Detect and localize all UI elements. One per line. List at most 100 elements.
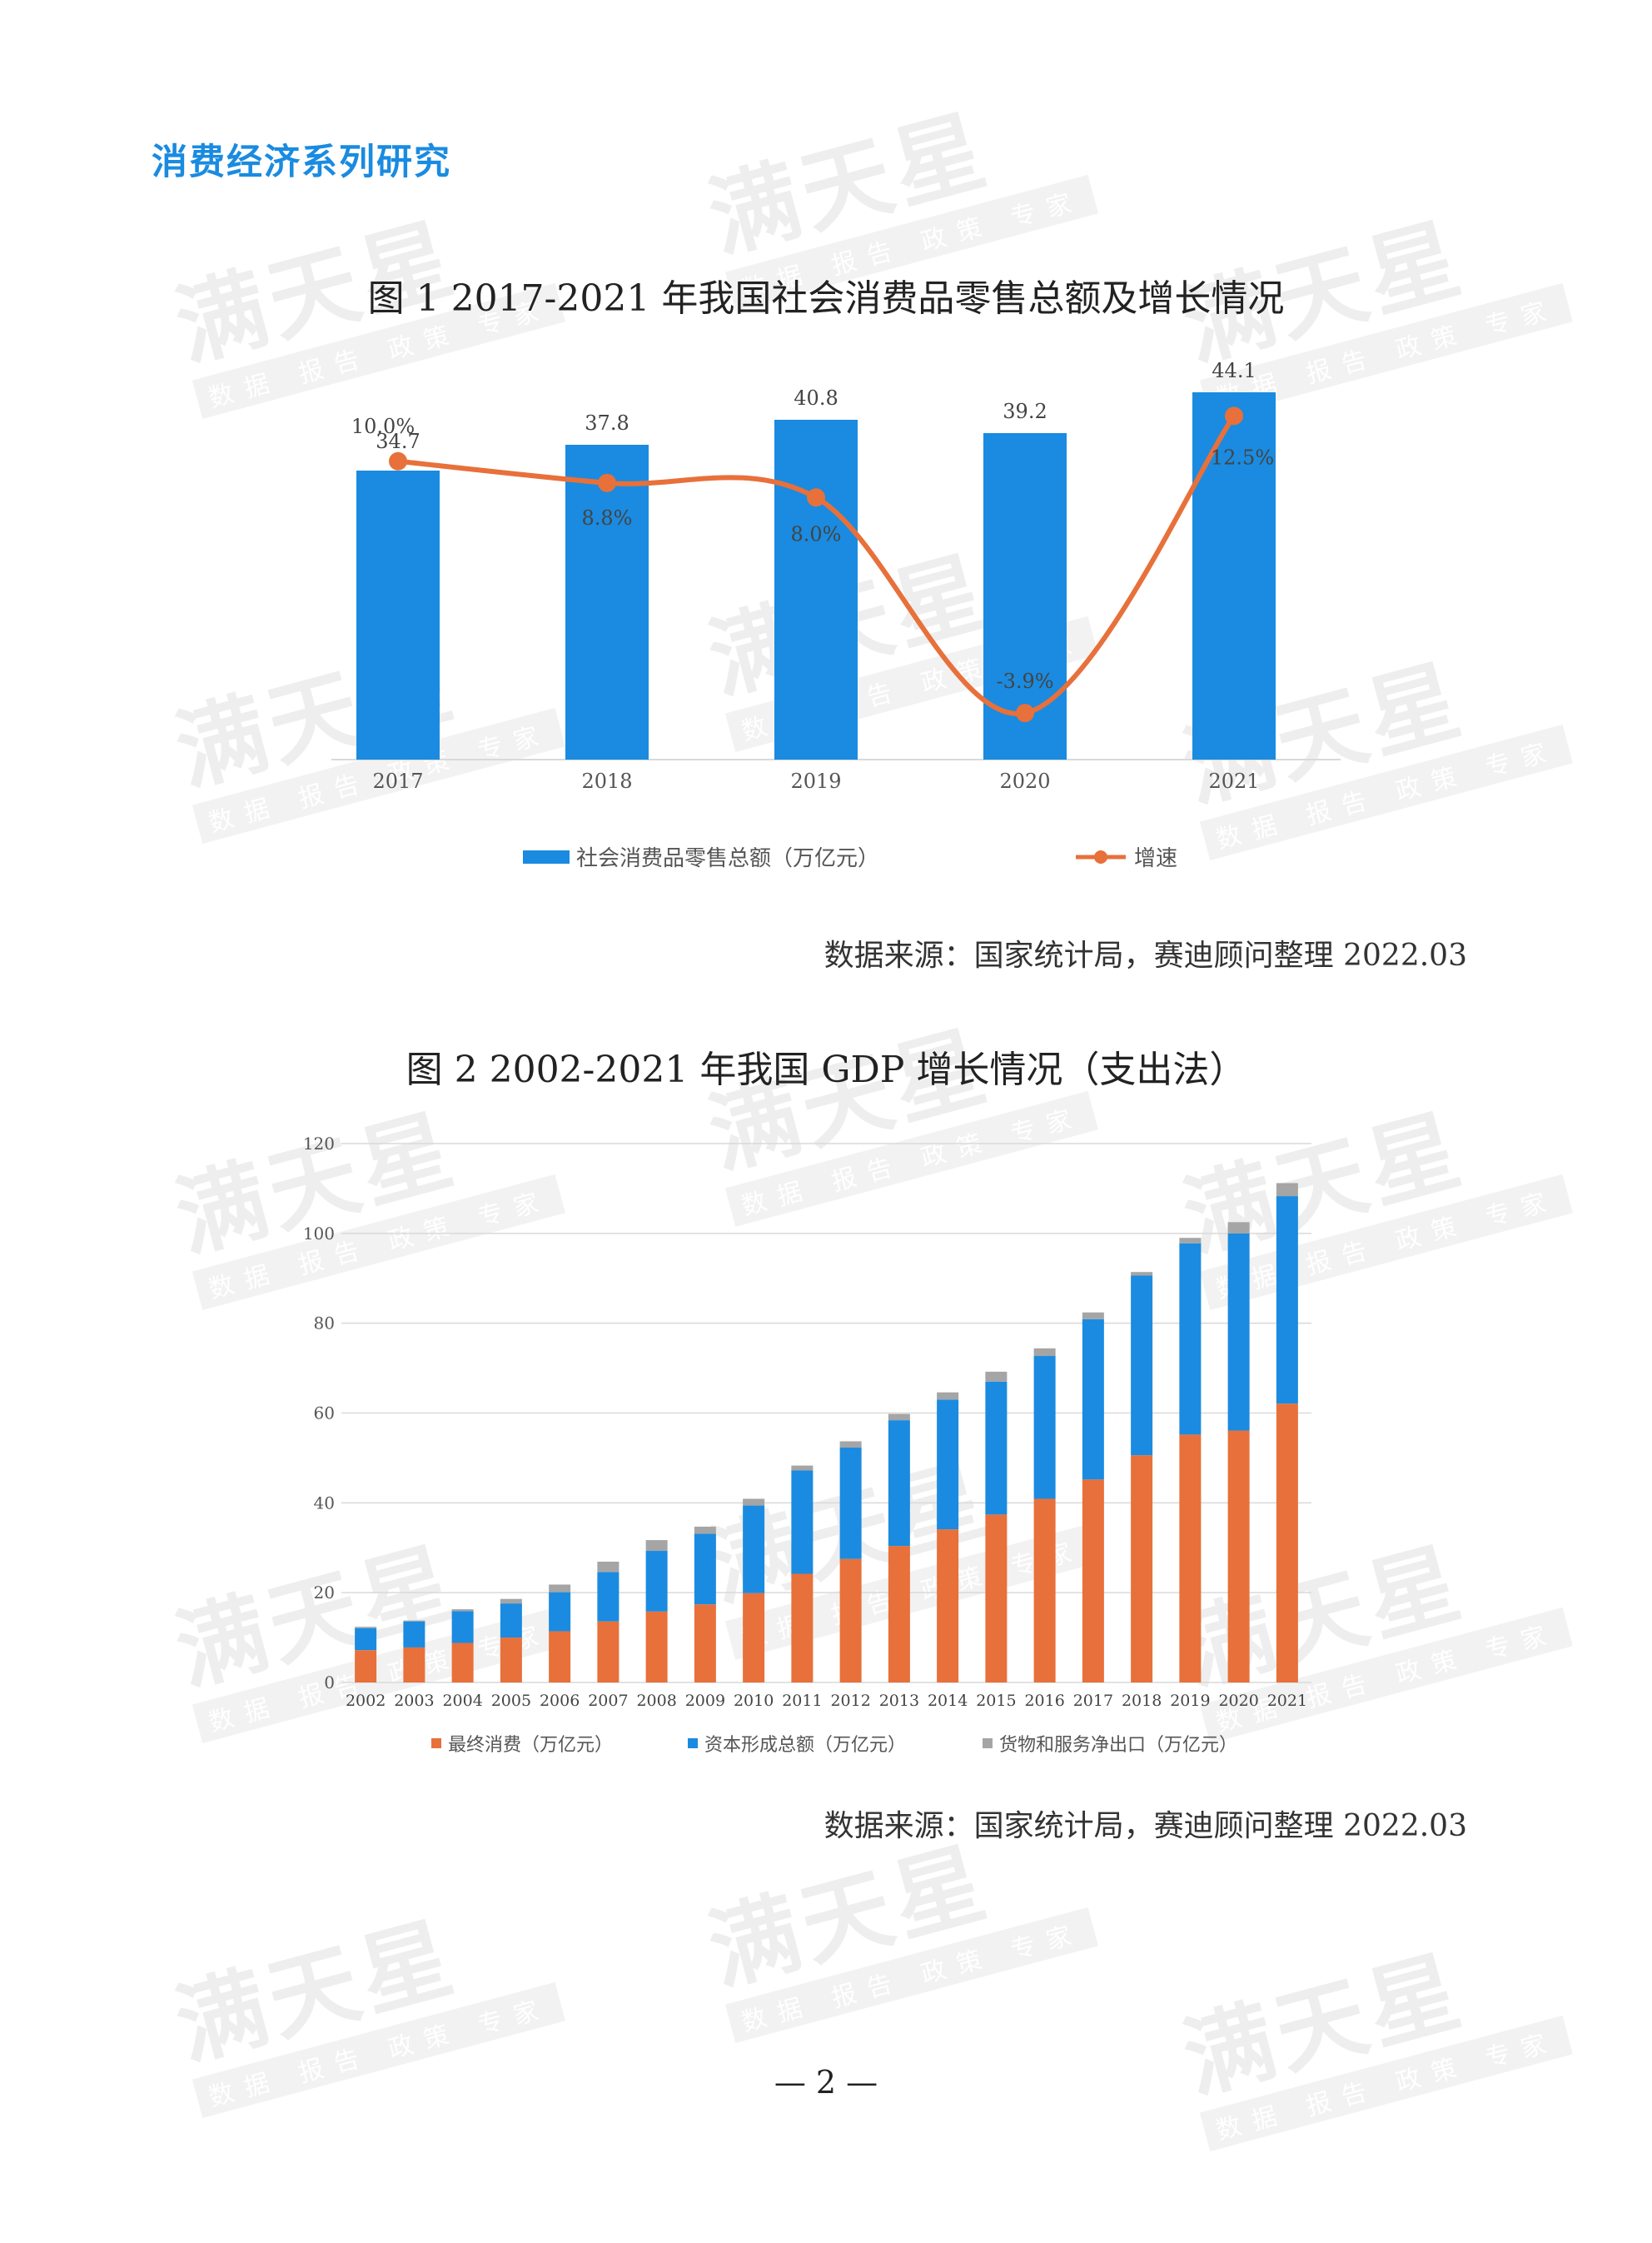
stacked-bar-segment — [1179, 1243, 1202, 1435]
stacked-bar-segment — [1082, 1479, 1104, 1682]
stacked-bar-segment — [888, 1546, 910, 1682]
legend-bar-label: 社会消费品零售总额（万亿元） — [576, 846, 880, 871]
stacked-bar-segment — [791, 1470, 814, 1574]
growth-point — [807, 488, 825, 507]
stacked-bar-segment — [1179, 1238, 1202, 1244]
x-tick-label: 2021 — [1267, 1692, 1307, 1710]
stacked-bar-segment — [403, 1621, 425, 1647]
page-number: — 2 — — [774, 2064, 878, 2101]
stacked-bar-segment — [985, 1371, 1008, 1382]
stacked-bar-segment — [937, 1399, 959, 1530]
x-tick-label: 2019 — [790, 770, 841, 793]
watermark: 满天星数据 报告 政策 专家 — [1167, 1895, 1573, 2151]
x-tick-label: 2006 — [540, 1692, 580, 1710]
stacked-bar-segment — [888, 1413, 910, 1421]
growth-point — [1016, 704, 1034, 723]
stacked-bar-segment — [549, 1631, 571, 1682]
stacked-bar-segment — [403, 1647, 425, 1682]
x-tick-label: 2017 — [1073, 1692, 1113, 1710]
stacked-bar-segment — [1179, 1434, 1202, 1682]
figure2-legend-s2: 资本形成总额（万亿元） — [688, 1730, 906, 1757]
stacked-bar-segment — [403, 1620, 425, 1622]
growth-point — [1225, 406, 1243, 426]
legend-s1-label: 最终消费（万亿元） — [448, 1735, 614, 1756]
x-tick-label: 2004 — [442, 1692, 482, 1710]
stacked-bar-segment — [1276, 1196, 1298, 1404]
bar — [774, 420, 858, 760]
stacked-bar-segment — [645, 1540, 668, 1552]
stacked-bar-segment — [1276, 1183, 1298, 1197]
x-tick-label: 2007 — [588, 1692, 628, 1710]
y-tick-label: 80 — [314, 1313, 335, 1333]
x-tick-label: 2012 — [830, 1692, 870, 1710]
stacked-bar-segment — [985, 1381, 1008, 1515]
y-tick-label: 60 — [314, 1403, 335, 1423]
stacked-bar-segment — [355, 1650, 377, 1682]
x-tick-label: 2002 — [346, 1692, 386, 1710]
stacked-bar-segment — [694, 1526, 716, 1534]
x-tick-label: 2020 — [1218, 1692, 1258, 1710]
growth-point — [389, 451, 407, 471]
legend-s3-swatch — [983, 1738, 993, 1748]
legend-s2-label: 资本形成总额（万亿元） — [704, 1735, 907, 1756]
legend-s2-swatch — [688, 1738, 698, 1748]
stacked-bar-segment — [597, 1572, 620, 1622]
stacked-bar-segment — [888, 1420, 910, 1547]
stacked-bar-segment — [839, 1448, 862, 1559]
stacked-bar-segment — [1276, 1403, 1298, 1682]
stacked-bar-segment — [985, 1514, 1008, 1682]
stacked-bar-segment — [1033, 1348, 1056, 1357]
growth-line — [397, 414, 1237, 716]
bar-value-label: 39.2 — [1003, 400, 1047, 423]
x-tick-label: 2019 — [1170, 1692, 1210, 1710]
x-tick-label: 2016 — [1024, 1692, 1064, 1710]
stacked-bar-segment — [451, 1611, 474, 1643]
stacked-bar-segment — [1131, 1272, 1153, 1276]
figure1-legend-line: 增速 — [1074, 841, 1177, 872]
bar — [1192, 392, 1276, 760]
stacked-bar-segment — [839, 1441, 862, 1448]
x-tick-label: 2018 — [581, 770, 632, 793]
stacked-bar-segment — [549, 1584, 571, 1593]
stacked-bar-segment — [597, 1621, 620, 1682]
stacked-bar-segment — [937, 1529, 959, 1682]
x-tick-label: 2021 — [1208, 770, 1259, 793]
stacked-bar-segment — [451, 1642, 474, 1682]
stacked-bar-segment — [1131, 1455, 1153, 1682]
y-tick-label: 0 — [324, 1672, 335, 1692]
stacked-bar-segment — [694, 1533, 716, 1605]
stacked-bar-segment — [1082, 1318, 1104, 1480]
stacked-bar-segment — [1227, 1222, 1250, 1234]
growth-value-label: 8.8% — [582, 506, 633, 530]
x-tick-label: 2005 — [491, 1692, 531, 1710]
stacked-bar-segment — [1033, 1498, 1056, 1682]
stacked-bar-segment — [743, 1593, 765, 1682]
x-tick-label: 2018 — [1122, 1692, 1162, 1710]
series-title: 消费经济系列研究 — [152, 142, 451, 183]
legend-s3-label: 货物和服务净出口（万亿元） — [999, 1735, 1238, 1756]
stacked-bar-segment — [791, 1573, 814, 1682]
stacked-bar-segment — [743, 1505, 765, 1593]
figure1-legend: 社会消费品零售总额（万亿元） — [523, 841, 879, 872]
y-tick-label: 40 — [314, 1493, 335, 1513]
stacked-bar-segment — [694, 1604, 716, 1682]
x-tick-label: 2010 — [734, 1692, 774, 1710]
stacked-bar-segment — [645, 1551, 668, 1612]
stacked-bar-segment — [1082, 1312, 1104, 1319]
x-tick-label: 2013 — [879, 1692, 919, 1710]
stacked-bar-segment — [597, 1561, 620, 1573]
y-tick-label: 100 — [303, 1224, 335, 1244]
growth-value-label: 12.5% — [1211, 446, 1274, 469]
x-tick-label: 2020 — [999, 770, 1050, 793]
figure1-chart: 2017 2018 2019 2020 2021 34.710.0% 37.8 8.8% 40.… — [331, 359, 1341, 793]
y-tick-label: 120 — [303, 1134, 335, 1154]
bar-value-label: 37.8 — [585, 411, 629, 435]
stacked-bar-segment — [839, 1558, 862, 1682]
legend-s1-swatch — [431, 1738, 441, 1748]
x-tick-label: 2014 — [928, 1692, 968, 1710]
figure2-legend-s1: 最终消费（万亿元） — [431, 1730, 613, 1757]
bar-value-label: 40.8 — [794, 386, 838, 410]
watermark: 满天星数据 报告 政策 专家 — [693, 970, 1098, 1227]
x-tick-label: 2008 — [636, 1692, 676, 1710]
figure2-source: 数据来源：国家统计局，赛迪顾问整理 2022.03 — [824, 1809, 1467, 1843]
